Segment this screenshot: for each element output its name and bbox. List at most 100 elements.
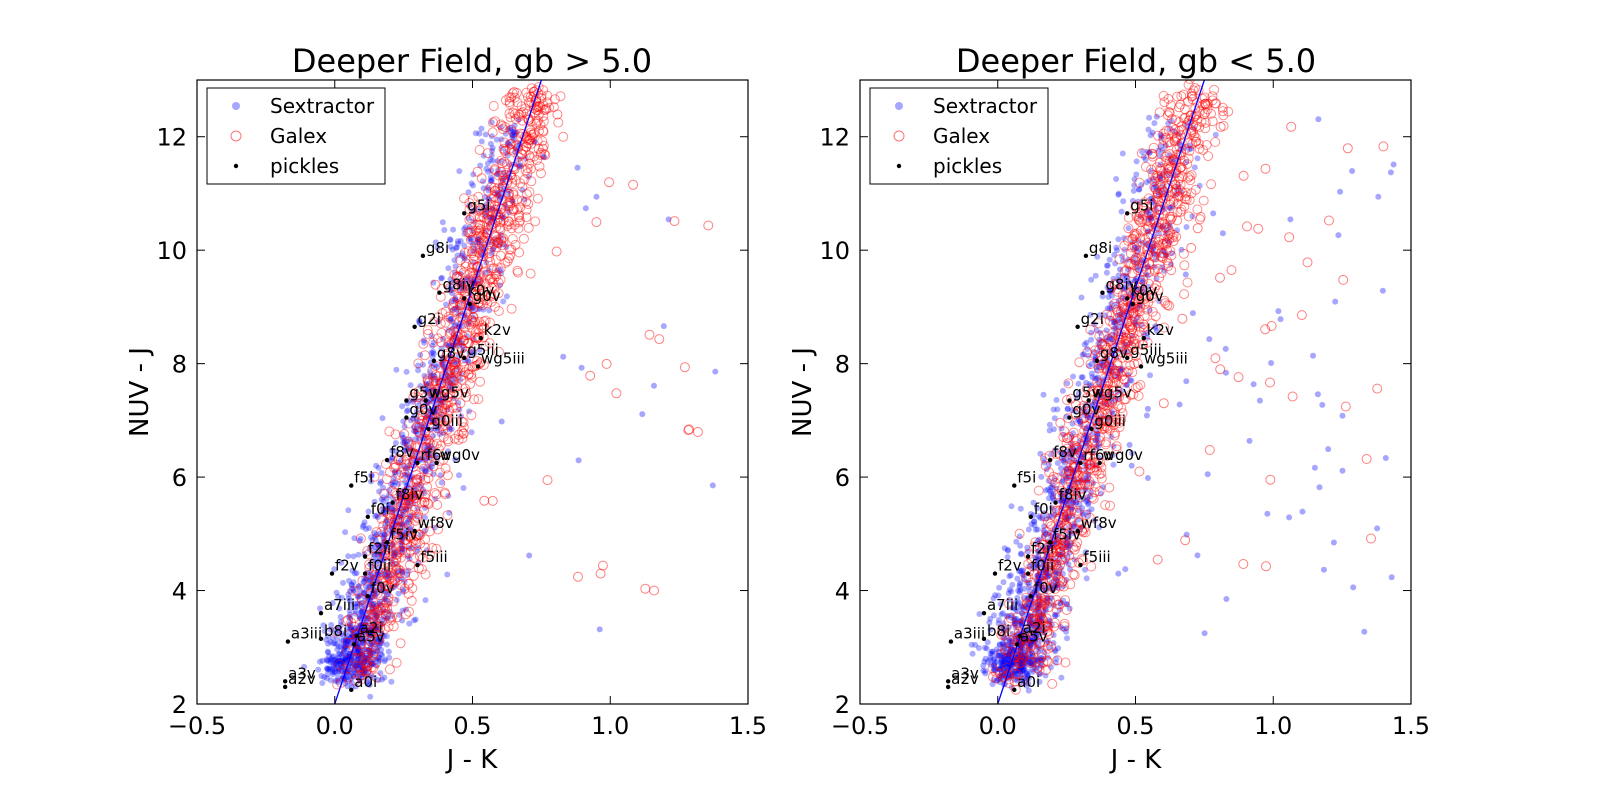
sextractor-point [355, 593, 361, 600]
sextractor-point [423, 381, 430, 388]
sextractor-point [1037, 450, 1044, 457]
sextractor-point [364, 638, 371, 645]
sextractor-point [456, 472, 462, 479]
galex-point [379, 549, 390, 560]
sextractor-point [396, 611, 403, 618]
sextractor-point [388, 678, 395, 685]
sextractor-point [370, 557, 377, 564]
sextractor-point [463, 276, 470, 283]
sextractor-point [362, 654, 368, 661]
sextractor-point [376, 600, 383, 607]
galex-point [534, 126, 544, 137]
sextractor-point [450, 226, 457, 233]
sextractor-point [453, 306, 460, 313]
sextractor-point [330, 653, 337, 660]
sextractor-point [361, 659, 368, 666]
galex-point [435, 478, 446, 489]
sextractor-point [333, 641, 340, 648]
sextractor-point [382, 608, 389, 615]
galex-point [477, 300, 488, 311]
sextractor-point [477, 162, 484, 169]
sextractor-point [596, 626, 603, 633]
sextractor-point [346, 621, 353, 628]
galex-point [369, 646, 380, 657]
sextractor-point [438, 396, 445, 402]
sextractor-point [373, 625, 380, 632]
galex-point [482, 269, 493, 280]
galex-point [510, 174, 521, 185]
pickles-point [282, 679, 288, 684]
sextractor-point [380, 494, 387, 501]
galex-point [373, 634, 384, 645]
sextractor-point [407, 512, 414, 519]
sextractor-point [407, 446, 414, 453]
legend-label-pickles: pickles [270, 154, 339, 178]
pickles-point [462, 355, 467, 361]
sextractor-point [504, 152, 511, 159]
pickles-label: a3iii [291, 625, 322, 643]
galex-point [403, 418, 414, 429]
sextractor-point [499, 213, 506, 219]
galex-point [504, 97, 515, 107]
galex-point [357, 670, 368, 680]
sextractor-point [357, 588, 364, 595]
sextractor-point [432, 362, 439, 368]
sextractor-point [382, 510, 389, 517]
sextractor-point [382, 596, 389, 602]
sextractor-point [323, 675, 330, 682]
sextractor-point [358, 630, 365, 636]
sextractor-point [362, 597, 369, 604]
sextractor-point [346, 673, 353, 680]
sextractor-point [368, 629, 375, 635]
sextractor-point [404, 499, 411, 506]
galex-point [357, 575, 368, 586]
galex-point [416, 415, 427, 426]
galex-point [464, 319, 475, 330]
sextractor-point [359, 524, 366, 530]
galex-point [490, 116, 501, 127]
sextractor-point [336, 650, 343, 657]
galex-point [420, 350, 430, 361]
sextractor-point [351, 661, 358, 668]
galex-point [356, 639, 366, 650]
sextractor-point [389, 613, 395, 619]
sextractor-point [402, 448, 409, 454]
sextractor-point [351, 650, 358, 657]
sextractor-point [1182, 271, 1189, 278]
sextractor-point [1147, 372, 1153, 379]
galex-point [505, 198, 516, 209]
sextractor-point [417, 383, 424, 389]
galex-point [410, 515, 420, 526]
sextractor-point [439, 360, 446, 367]
galex-point [423, 377, 434, 388]
galex-point [431, 390, 442, 401]
galex-point [414, 530, 425, 540]
sextractor-point [1115, 570, 1122, 577]
sextractor-point [449, 325, 456, 332]
sextractor-point [449, 307, 456, 313]
sextractor-point [348, 627, 355, 634]
sextractor-point [339, 657, 345, 664]
y-tick-label: 4 [172, 578, 187, 606]
sextractor-point [367, 561, 374, 568]
galex-point [390, 561, 401, 572]
sextractor-point [403, 472, 409, 479]
sextractor-point [1133, 158, 1140, 165]
sextractor-point [400, 418, 407, 425]
sextractor-point [435, 423, 442, 430]
sextractor-point [334, 677, 341, 684]
sextractor-point [498, 270, 505, 277]
sextractor-point [403, 465, 409, 472]
sextractor-point [404, 518, 411, 525]
sextractor-point [372, 623, 379, 629]
sextractor-point [432, 451, 439, 458]
sextractor-point [399, 617, 406, 624]
galex-point [430, 375, 441, 386]
sextractor-point [512, 145, 519, 152]
sextractor-point [440, 416, 447, 423]
sextractor-point [357, 609, 364, 616]
galex-point [437, 407, 448, 418]
sextractor-point [334, 665, 341, 671]
galex-point [427, 543, 438, 553]
sextractor-point [411, 492, 418, 499]
